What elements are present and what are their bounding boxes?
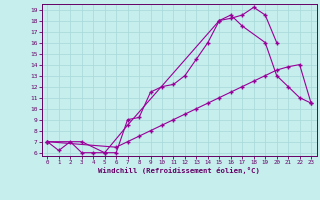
X-axis label: Windchill (Refroidissement éolien,°C): Windchill (Refroidissement éolien,°C) (98, 167, 260, 174)
